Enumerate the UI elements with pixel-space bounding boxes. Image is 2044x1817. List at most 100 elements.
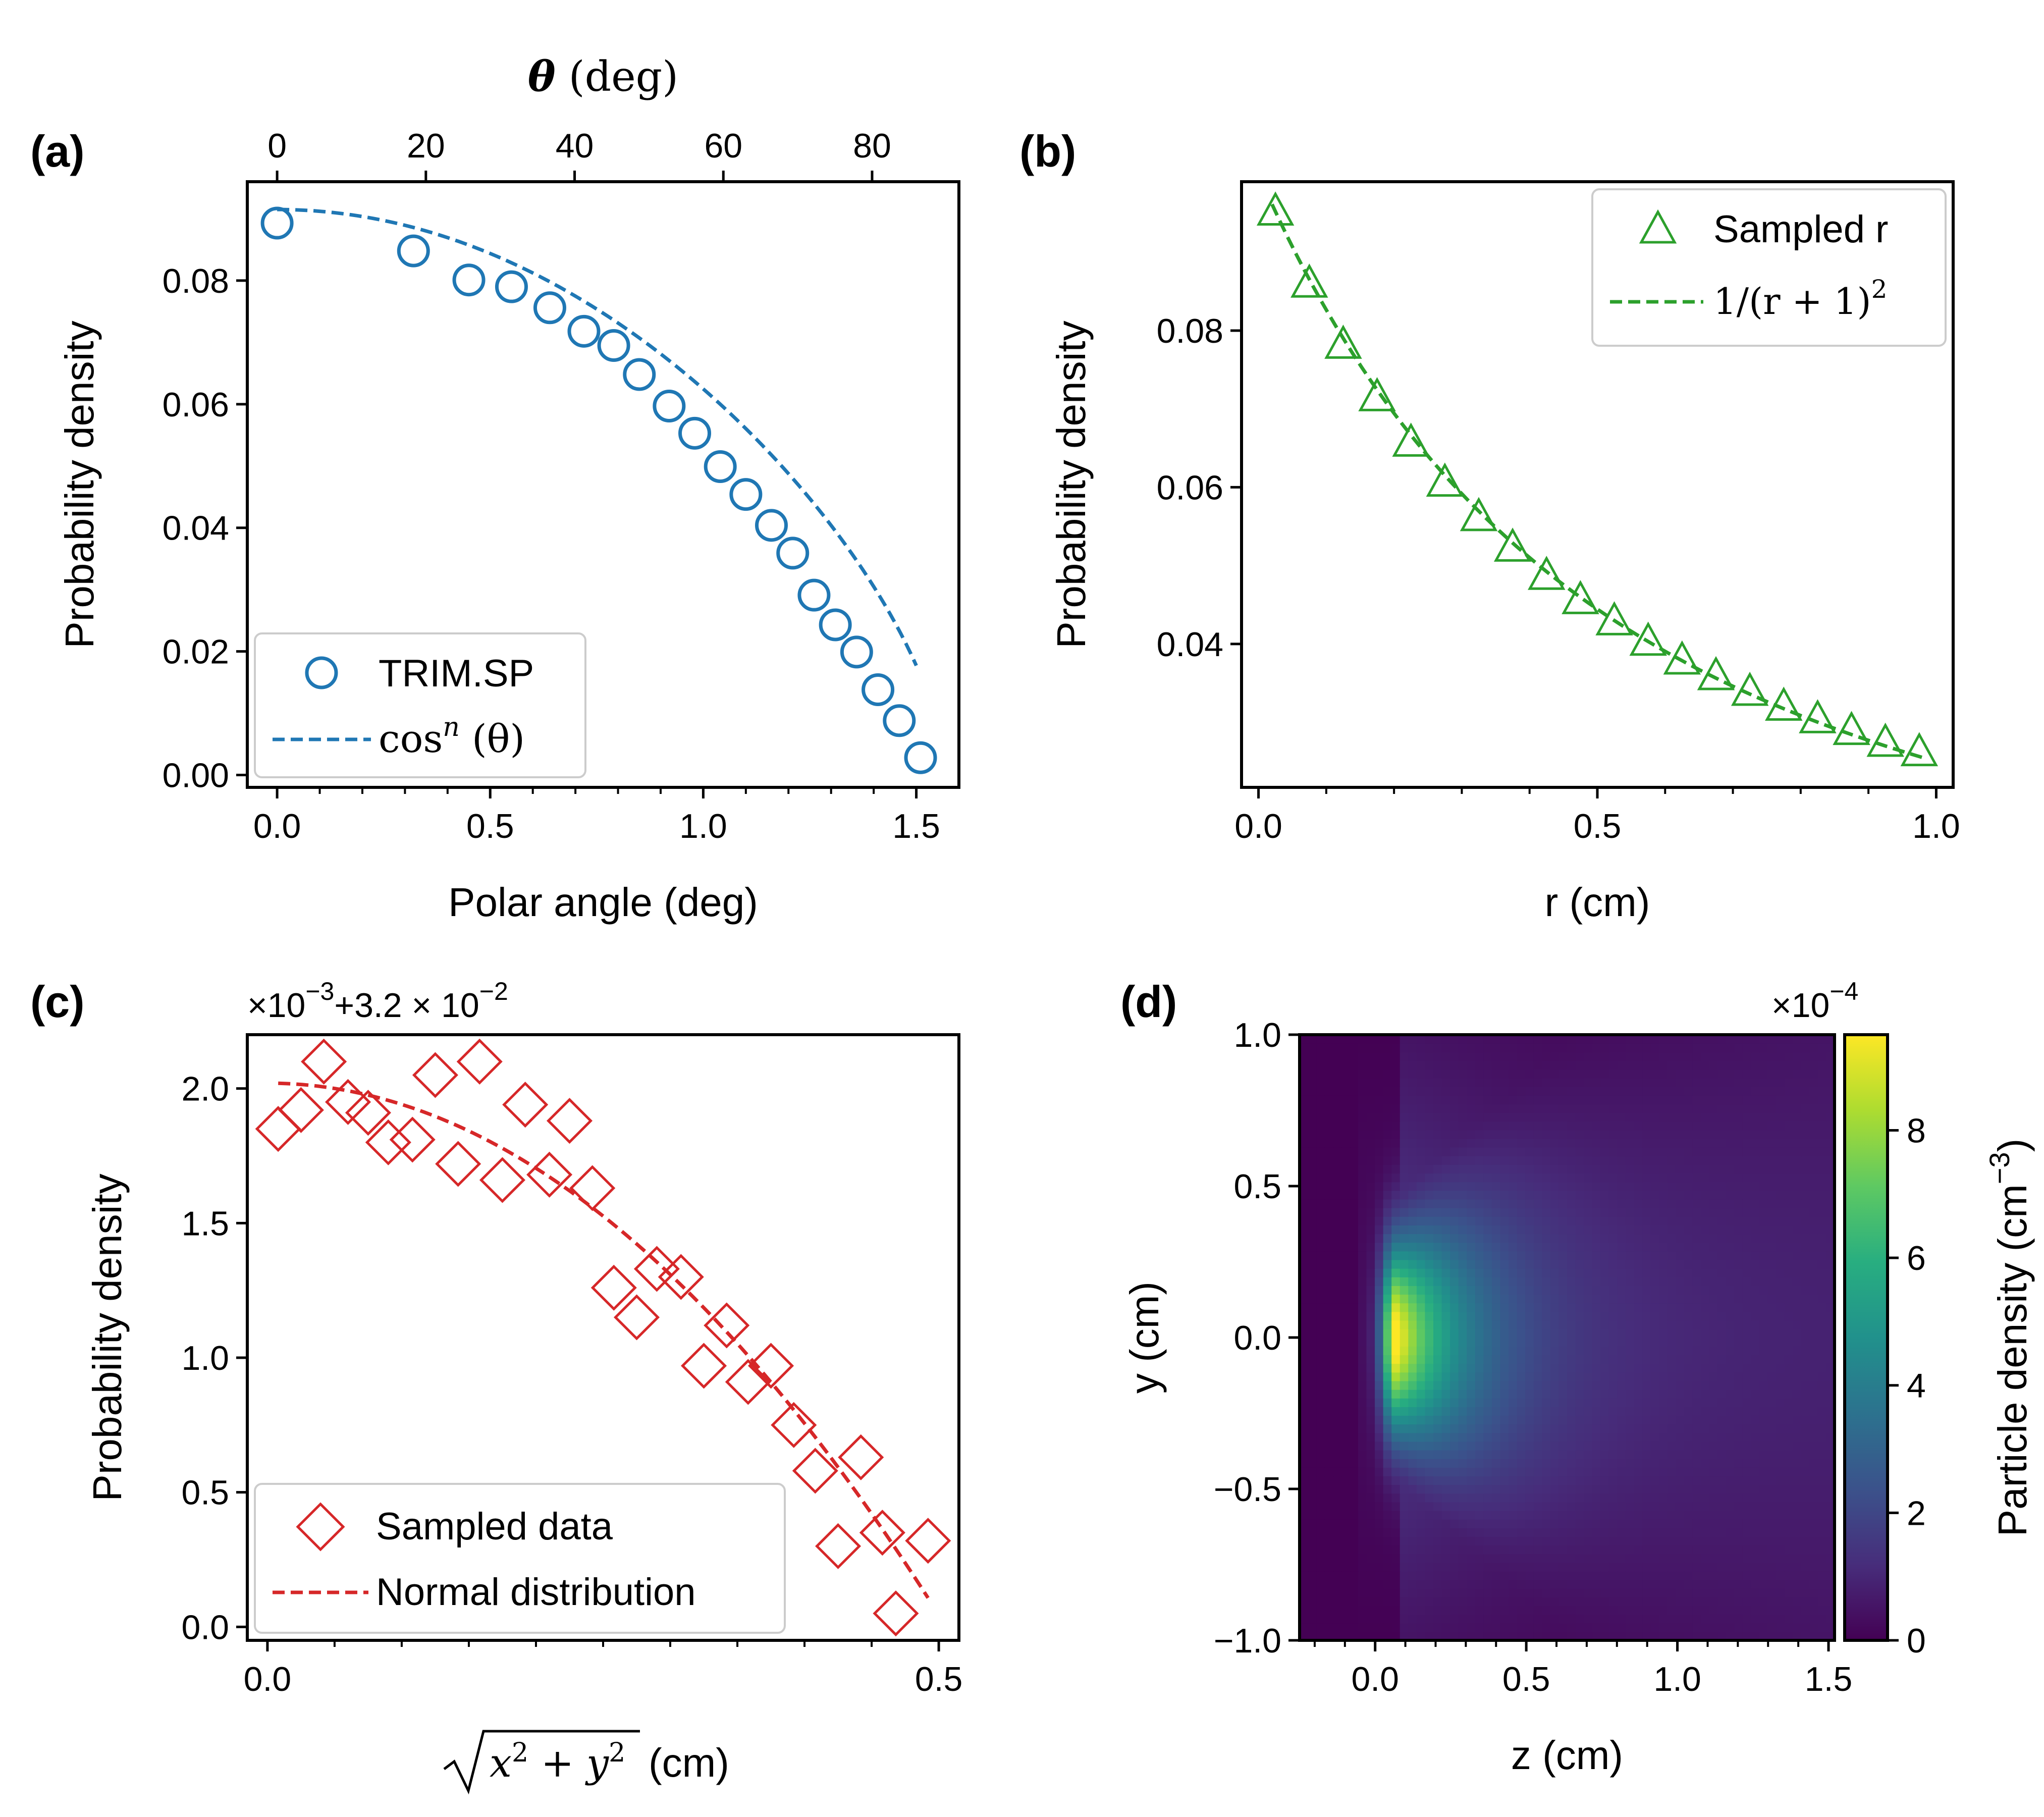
heatmap-cell bbox=[1533, 1338, 1543, 1347]
heatmap-cell bbox=[1659, 1380, 1668, 1390]
heatmap-cell bbox=[1584, 1398, 1593, 1407]
heatmap-cell bbox=[1550, 1338, 1559, 1347]
heatmap-cell bbox=[1826, 1631, 1835, 1641]
heatmap-cell bbox=[1391, 1052, 1401, 1061]
heatmap-cell bbox=[1650, 1372, 1659, 1381]
heatmap-cell bbox=[1567, 1207, 1576, 1217]
heatmap-cell bbox=[1817, 1320, 1827, 1329]
heatmap-cell bbox=[1717, 1060, 1727, 1070]
heatmap-cell bbox=[1642, 1069, 1651, 1079]
heatmap-cell bbox=[1659, 1060, 1668, 1070]
heatmap-cell bbox=[1483, 1052, 1492, 1061]
heatmap-cell bbox=[1391, 1432, 1401, 1442]
heatmap-cell bbox=[1751, 1459, 1760, 1468]
heatmap-cell bbox=[1542, 1320, 1551, 1329]
heatmap-cell bbox=[1375, 1580, 1384, 1589]
heatmap-cell bbox=[1692, 1311, 1701, 1321]
heatmap-cell bbox=[1324, 1164, 1334, 1174]
heatmap-cell bbox=[1550, 1095, 1559, 1104]
heatmap-cell bbox=[1617, 1424, 1626, 1433]
data-point-diamond bbox=[255, 1106, 301, 1152]
heatmap-cell bbox=[1809, 1294, 1818, 1304]
heatmap-cell bbox=[1809, 1510, 1818, 1520]
heatmap-cell bbox=[1300, 1207, 1309, 1217]
heatmap-cell bbox=[1642, 1294, 1651, 1304]
heatmap-cell bbox=[1467, 1536, 1476, 1546]
heatmap-cell bbox=[1408, 1580, 1417, 1589]
heatmap-cell bbox=[1458, 1173, 1468, 1183]
heatmap-cell bbox=[1458, 1328, 1468, 1338]
heatmap-cell bbox=[1793, 1355, 1802, 1364]
heatmap-cell bbox=[1684, 1519, 1693, 1528]
heatmap-cell bbox=[1483, 1432, 1492, 1442]
heatmap-cell bbox=[1608, 1432, 1618, 1442]
heatmap-cell bbox=[1793, 1372, 1802, 1381]
heatmap-cell bbox=[1784, 1502, 1793, 1511]
heatmap-cell bbox=[1801, 1398, 1810, 1407]
heatmap-cell bbox=[1826, 1459, 1835, 1468]
heatmap-cell bbox=[1358, 1052, 1367, 1061]
heatmap-cell bbox=[1809, 1476, 1818, 1485]
heatmap-cell bbox=[1742, 1493, 1752, 1503]
heatmap-cell bbox=[1458, 1156, 1468, 1165]
heatmap-cell bbox=[1467, 1355, 1476, 1364]
heatmap-cell bbox=[1726, 1623, 1735, 1632]
heatmap-cell bbox=[1525, 1259, 1534, 1269]
heatmap-cell bbox=[1358, 1173, 1367, 1183]
heatmap-cell bbox=[1634, 1606, 1643, 1615]
heatmap-cell bbox=[1684, 1502, 1693, 1511]
heatmap-cell bbox=[1509, 1112, 1518, 1122]
heatmap-cell bbox=[1726, 1476, 1735, 1485]
heatmap-cell bbox=[1625, 1554, 1635, 1563]
heatmap-cell bbox=[1642, 1242, 1651, 1252]
heatmap-cell bbox=[1350, 1268, 1359, 1277]
heatmap-cell bbox=[1776, 1052, 1785, 1061]
heatmap-cell bbox=[1458, 1138, 1468, 1148]
heatmap-cell bbox=[1742, 1597, 1752, 1607]
panel-a-y-ticks: 0.000.020.040.060.08 bbox=[163, 262, 247, 795]
heatmap-cell bbox=[1759, 1207, 1768, 1217]
heatmap-cell bbox=[1350, 1519, 1359, 1528]
heatmap-cell bbox=[1558, 1294, 1568, 1304]
heatmap-cell bbox=[1533, 1199, 1543, 1208]
heatmap-cell bbox=[1793, 1242, 1802, 1252]
heatmap-cell bbox=[1717, 1121, 1727, 1131]
heatmap-cell bbox=[1491, 1277, 1501, 1286]
heatmap-cell bbox=[1625, 1164, 1635, 1174]
heatmap-cell bbox=[1333, 1225, 1342, 1235]
heatmap-cell bbox=[1333, 1268, 1342, 1277]
heatmap-cell bbox=[1316, 1363, 1325, 1373]
heatmap-cell bbox=[1709, 1380, 1718, 1390]
heatmap-cell bbox=[1634, 1052, 1643, 1061]
heatmap-cell bbox=[1500, 1320, 1509, 1329]
heatmap-cell bbox=[1575, 1268, 1584, 1277]
heatmap-cell bbox=[1433, 1432, 1442, 1442]
heatmap-cell bbox=[1316, 1528, 1325, 1537]
data-point-triangle bbox=[1663, 640, 1701, 675]
heatmap-cell bbox=[1433, 1086, 1442, 1096]
heatmap-cell bbox=[1308, 1597, 1317, 1607]
heatmap-cell bbox=[1324, 1147, 1334, 1156]
heatmap-cell bbox=[1324, 1320, 1334, 1329]
heatmap-cell bbox=[1408, 1432, 1417, 1442]
heatmap-cell bbox=[1659, 1338, 1668, 1347]
heatmap-cell bbox=[1592, 1407, 1601, 1416]
heatmap-cell bbox=[1333, 1493, 1342, 1503]
heatmap-cell bbox=[1759, 1138, 1768, 1148]
heatmap-cell bbox=[1308, 1216, 1317, 1225]
heatmap-cell bbox=[1433, 1536, 1442, 1546]
heatmap-cell bbox=[1533, 1407, 1543, 1416]
heatmap-cell bbox=[1383, 1294, 1392, 1304]
heatmap-cell bbox=[1817, 1234, 1827, 1243]
heatmap-cell bbox=[1717, 1467, 1727, 1477]
heatmap-cell bbox=[1391, 1242, 1401, 1252]
heatmap-cell bbox=[1475, 1623, 1484, 1632]
top-tick-label: 20 bbox=[407, 127, 445, 165]
heatmap-cell bbox=[1366, 1562, 1375, 1572]
heatmap-cell bbox=[1542, 1182, 1551, 1191]
heatmap-cell bbox=[1600, 1554, 1609, 1563]
heatmap-cell bbox=[1817, 1424, 1827, 1433]
heatmap-cell bbox=[1801, 1580, 1810, 1589]
heatmap-cell bbox=[1358, 1355, 1367, 1364]
heatmap-cell bbox=[1584, 1476, 1593, 1485]
